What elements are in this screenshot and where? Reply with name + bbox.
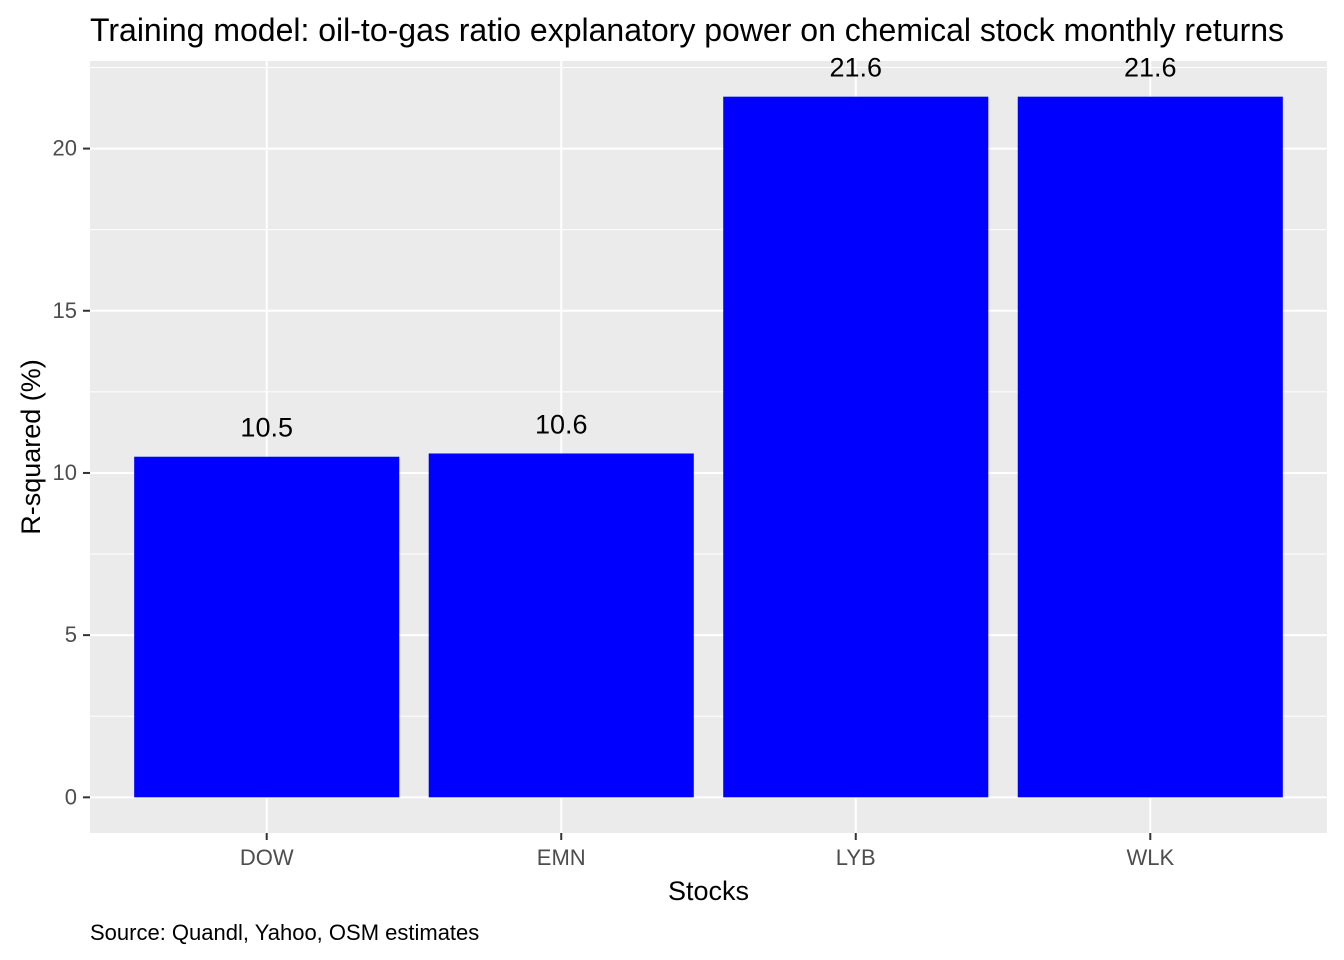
y-tick-label: 15 [53, 298, 77, 323]
y-axis: 0 5 10 15 20 [53, 136, 90, 809]
data-label-emn: 10.6 [535, 409, 588, 439]
chart-title: Training model: oil-to-gas ratio explana… [90, 12, 1284, 48]
bar-emn [428, 453, 694, 798]
y-tick-label: 20 [53, 136, 77, 161]
data-label-dow: 10.5 [240, 413, 293, 443]
data-label-wlk: 21.6 [1124, 53, 1177, 83]
x-axis: DOW EMN LYB WLK [240, 833, 1174, 870]
bar-lyb [723, 96, 989, 798]
x-tick-label-emn: EMN [537, 845, 586, 870]
bar-wlk [1017, 96, 1283, 798]
x-axis-title: Stocks [668, 876, 749, 906]
y-tick-label: 5 [65, 622, 77, 647]
x-tick-label-wlk: WLK [1126, 845, 1174, 870]
bar-dow [134, 456, 400, 798]
y-tick-label: 0 [65, 784, 77, 809]
chart-caption: Source: Quandl, Yahoo, OSM estimates [90, 920, 479, 945]
bars [134, 96, 1283, 798]
x-tick-label-dow: DOW [240, 845, 294, 870]
x-tick-label-lyb: LYB [836, 845, 876, 870]
y-axis-title: R-squared (%) [16, 359, 46, 535]
data-label-lyb: 21.6 [829, 53, 882, 83]
y-tick-label: 10 [53, 460, 77, 485]
data-labels: 10.5 10.6 21.6 21.6 [240, 53, 1176, 443]
